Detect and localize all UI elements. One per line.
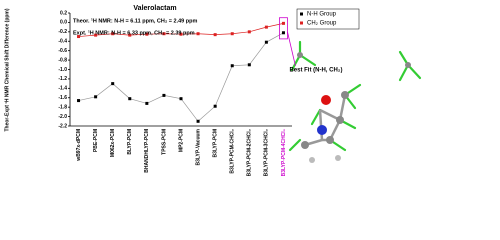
data-point bbox=[230, 64, 234, 68]
annotation: Theor. ¹H NMR: N-H = 6.11 ppm, CH₂ = 2.4… bbox=[73, 17, 197, 24]
y-tick-label: -1.6 bbox=[58, 95, 67, 101]
data-point bbox=[247, 30, 251, 34]
x-tick-label: B3LYP-Vacuum bbox=[195, 128, 201, 165]
data-point bbox=[196, 32, 200, 36]
x-tick-label: BLYP-PCM bbox=[127, 129, 133, 155]
data-point bbox=[264, 25, 268, 29]
y-tick-label: 0.2 bbox=[60, 10, 67, 16]
y-tick-label: -1.8 bbox=[58, 104, 67, 110]
y-tick-label: -1.2 bbox=[58, 76, 67, 82]
y-tick-label: -0.8 bbox=[58, 57, 67, 63]
chart: Valerolactam Theor-Expt ¹H NMR Chemical … bbox=[4, 5, 422, 176]
x-tick-label: B3LYP-PCM-3CHCl₃ bbox=[264, 128, 270, 176]
legend-label: N-H Group bbox=[307, 12, 337, 18]
y-tick-label: -0.6 bbox=[58, 48, 67, 54]
y-tick-label: -2.2 bbox=[58, 123, 67, 129]
x-tick-label: B3LYP-PCM-CHCl₃ bbox=[230, 128, 236, 173]
legend-marker bbox=[300, 21, 303, 25]
data-point bbox=[247, 63, 251, 67]
x-tick-label: TPSS-PCM bbox=[161, 129, 167, 155]
molecule bbox=[288, 40, 422, 163]
data-point bbox=[213, 33, 217, 37]
data-point bbox=[264, 40, 268, 44]
data-point bbox=[196, 119, 200, 123]
highlight-box bbox=[279, 17, 288, 40]
x-tick-label: PBE-PCM bbox=[93, 129, 99, 152]
y-tick-label: -1.4 bbox=[58, 86, 67, 92]
data-point bbox=[128, 33, 132, 37]
data-point bbox=[111, 32, 115, 36]
y-axis-label: Theor-Expt ¹H NMR Chemical Shift Differe… bbox=[4, 8, 10, 131]
data-point bbox=[77, 99, 81, 103]
data-point bbox=[145, 101, 149, 105]
annotation: Expt. ¹H NMR: N-H = 6.33 ppm, CH₂ = 2.39… bbox=[73, 29, 195, 36]
y-tick-label: -1.0 bbox=[58, 67, 67, 73]
legend-marker bbox=[300, 12, 303, 16]
data-point bbox=[111, 82, 115, 86]
data-point bbox=[179, 32, 183, 36]
data-point bbox=[213, 104, 217, 108]
x-tick-label: M062x-PCM bbox=[110, 129, 116, 157]
x-tick-label: B3LYP-PCM-4CHCl₃ bbox=[281, 128, 287, 176]
data-point bbox=[145, 32, 149, 36]
series-line bbox=[78, 32, 284, 122]
x-tick-label: wB97x-dPCM bbox=[76, 129, 82, 162]
data-point bbox=[94, 33, 98, 37]
data-point bbox=[162, 93, 166, 97]
data-point bbox=[230, 32, 234, 36]
chart-title: Valerolactam bbox=[133, 5, 176, 12]
y-tick-label: 0.0 bbox=[60, 20, 67, 26]
data-point bbox=[94, 95, 98, 99]
highlight-arrow bbox=[287, 31, 296, 67]
data-point bbox=[281, 31, 285, 35]
y-tick-label: -2.0 bbox=[58, 114, 67, 120]
legend-box bbox=[296, 8, 360, 30]
x-tick-label: B3LYP-PCM-2CHCl₃ bbox=[247, 128, 253, 176]
data-point bbox=[281, 21, 285, 25]
x-tick-label: BHANDHLYP-PCM bbox=[144, 129, 150, 173]
y-tick-label: -0.2 bbox=[58, 29, 67, 35]
legend-label: CH₂ Group bbox=[307, 21, 337, 27]
x-tick-label: MP2-PCM bbox=[178, 129, 184, 152]
x-tick-label: B3LYP-PCM bbox=[212, 129, 218, 157]
y-tick-label: -0.4 bbox=[58, 39, 67, 45]
annotation: Best Fit (N-H, CH₂) bbox=[289, 68, 342, 74]
data-point bbox=[128, 97, 132, 101]
data-point bbox=[179, 97, 183, 101]
data-point bbox=[77, 35, 81, 39]
data-point bbox=[162, 32, 166, 36]
